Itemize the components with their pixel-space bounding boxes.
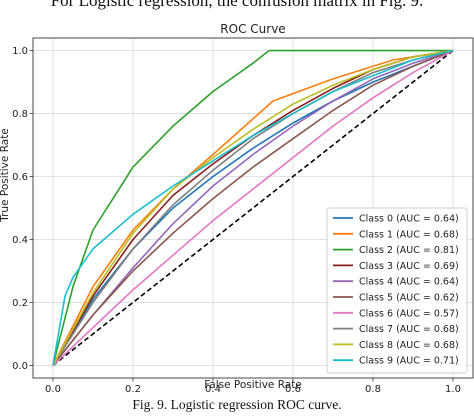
page-top-text: For Logistic regression, the confusion m… (50, 0, 424, 10)
y-tick-label: 0.0 (12, 361, 28, 372)
y-tick-label: 0.4 (12, 235, 28, 246)
roc-line-class-7 (52, 49, 454, 366)
roc-line-class-5 (52, 49, 454, 366)
legend-label-class-5: Class 5 (AUC = 0.62) (359, 293, 459, 304)
x-tick-label: 0.6 (285, 384, 301, 395)
x-tick-label: 0.8 (365, 384, 381, 395)
x-axis-label: False Positive Rate (204, 379, 302, 391)
x-tick-label: 1.0 (445, 384, 461, 395)
series-lines (52, 49, 454, 367)
x-tick-label: 0.4 (205, 384, 221, 395)
legend-label-class-0: Class 0 (AUC = 0.64) (359, 214, 459, 225)
y-tick-label: 1.0 (12, 46, 28, 57)
y-tick-label: 0.8 (12, 109, 28, 120)
roc-line-class-1 (52, 49, 454, 366)
legend-label-class-2: Class 2 (AUC = 0.81) (359, 245, 459, 256)
y-tick-label: 0.6 (12, 172, 28, 183)
x-tick-label: 0.0 (45, 384, 61, 395)
legend-box (326, 207, 468, 374)
roc-line-class-2 (52, 49, 453, 366)
roc-line-class-4 (52, 49, 454, 366)
x-tick-label: 0.2 (125, 384, 141, 395)
random-guess-diagonal (52, 49, 454, 367)
legend-label-class-4: Class 4 (AUC = 0.64) (359, 277, 459, 288)
legend-label-class-7: Class 7 (AUC = 0.68) (359, 324, 459, 335)
plot-frame (32, 37, 474, 379)
legend-label-class-1: Class 1 (AUC = 0.68) (359, 229, 459, 240)
roc-line-class-8 (52, 49, 454, 366)
roc-line-class-9 (52, 49, 454, 366)
y-tick-label: 0.2 (12, 298, 28, 309)
legend-label-class-3: Class 3 (AUC = 0.69) (359, 261, 459, 272)
roc-line-class-6 (52, 49, 454, 366)
legend-label-class-9: Class 9 (AUC = 0.71) (359, 356, 459, 367)
y-axis-label: True Positive Rate (0, 128, 11, 223)
chart-title: ROC Curve (220, 22, 285, 36)
legend-label-class-8: Class 8 (AUC = 0.68) (359, 340, 459, 351)
legend: Class 0 (AUC = 0.64) Class 1 (AUC = 0.68)… (326, 207, 468, 374)
axis-ticks: 0.0 0.2 0.4 0.6 0.8 1.0 0.0 0.2 0.4 0.6 0.8 1.0 (12, 46, 461, 395)
figure-caption: Fig. 9. Logistic regression ROC curve. (132, 397, 342, 412)
legend-label-class-6: Class 6 (AUC = 0.57) (359, 308, 459, 319)
